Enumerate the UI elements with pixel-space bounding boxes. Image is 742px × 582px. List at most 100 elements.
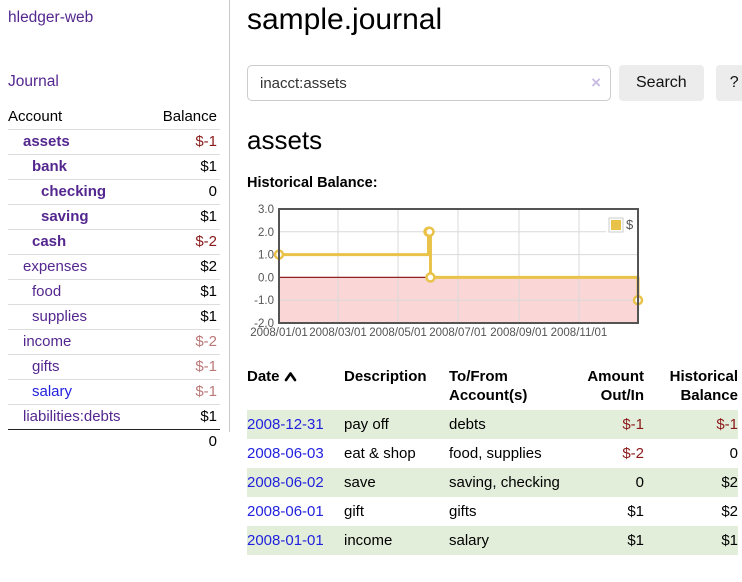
svg-text:2008/03/01: 2008/03/01 bbox=[309, 327, 367, 339]
account-link[interactable]: checking bbox=[41, 183, 107, 200]
transaction-accounts: food, supplies bbox=[449, 445, 542, 462]
search-button[interactable]: Search bbox=[619, 65, 704, 101]
account-link[interactable]: expenses bbox=[23, 258, 88, 275]
transaction-description: save bbox=[344, 474, 376, 491]
svg-text:2008/09/01: 2008/09/01 bbox=[490, 327, 548, 339]
account-row: liabilities:debts $1 bbox=[8, 404, 220, 430]
account-link[interactable]: saving bbox=[41, 208, 89, 225]
tofrom-column-header: To/From Account(s) bbox=[449, 368, 528, 404]
main-content: sample.journal × Search ? assets Histori… bbox=[230, 0, 742, 555]
transaction-amount: $1 bbox=[627, 532, 644, 549]
search-input-wrap: × bbox=[247, 65, 611, 101]
account-balance: 0 bbox=[208, 183, 217, 200]
accounts-table: Account Balance assets $-1 bank $1 checking 0… bbox=[8, 105, 220, 454]
transaction-description: gift bbox=[344, 503, 365, 520]
search-input[interactable] bbox=[247, 65, 611, 101]
svg-text:2.0: 2.0 bbox=[258, 227, 274, 239]
account-row: gifts $-1 bbox=[8, 354, 220, 380]
transaction-row: 2008-06-02 save saving, checking 0 $2 bbox=[247, 468, 738, 497]
accounts-total-balance: 0 bbox=[208, 433, 217, 450]
account-balance: $1 bbox=[200, 283, 217, 300]
svg-text:1.0: 1.0 bbox=[258, 250, 274, 262]
transaction-amount: $1 bbox=[627, 503, 644, 520]
transaction-amount: 0 bbox=[635, 474, 644, 491]
account-heading: assets bbox=[247, 125, 323, 155]
transaction-balance: $2 bbox=[721, 474, 738, 491]
account-link[interactable]: salary bbox=[32, 383, 73, 400]
account-balance: $1 bbox=[200, 158, 217, 175]
transaction-date-link[interactable]: 2008-06-03 bbox=[247, 445, 324, 462]
account-link[interactable]: supplies bbox=[32, 308, 88, 325]
sidebar-item-journal[interactable]: Journal bbox=[8, 73, 59, 90]
clear-search-icon[interactable]: × bbox=[591, 73, 601, 92]
account-row: cash $-2 bbox=[8, 229, 220, 255]
account-balance: $-2 bbox=[195, 333, 217, 350]
register-rows: 2008-12-31 pay off debts $-1 $-1 2008-06-03 ea… bbox=[247, 410, 738, 555]
svg-text:2008/11/01: 2008/11/01 bbox=[551, 327, 608, 339]
transaction-date-link[interactable]: 2008-12-31 bbox=[247, 416, 324, 433]
svg-text:2008/05/01: 2008/05/01 bbox=[369, 327, 427, 339]
account-row: food $1 bbox=[8, 279, 220, 305]
transaction-amount: $-1 bbox=[622, 416, 644, 433]
account-link[interactable]: cash bbox=[32, 233, 67, 250]
account-column-header: Account bbox=[8, 108, 63, 125]
account-link[interactable]: liabilities:debts bbox=[23, 408, 121, 425]
account-link[interactable]: food bbox=[32, 283, 62, 300]
account-balance: $1 bbox=[200, 208, 217, 225]
transaction-row: 2008-12-31 pay off debts $-1 $-1 bbox=[247, 410, 738, 439]
account-link[interactable]: bank bbox=[32, 158, 68, 175]
account-balance: $-2 bbox=[195, 233, 217, 250]
account-row: bank $1 bbox=[8, 154, 220, 180]
amount-column-header: Amount Out/In bbox=[587, 368, 644, 404]
account-link[interactable]: assets bbox=[23, 133, 70, 150]
account-balance: $-1 bbox=[195, 383, 217, 400]
svg-text:2008/01/01: 2008/01/01 bbox=[250, 327, 308, 339]
description-column-header: Description bbox=[344, 368, 427, 385]
account-row: saving $1 bbox=[8, 204, 220, 230]
account-balance: $1 bbox=[200, 408, 217, 425]
sidebar-accounts-body: assets $-1 bank $1 checking 0 saving $1 cash $-2 e… bbox=[8, 129, 220, 430]
transaction-description: income bbox=[344, 532, 393, 549]
transaction-accounts: saving, checking bbox=[449, 474, 560, 491]
account-link[interactable]: income bbox=[23, 333, 72, 350]
balance-column-header-main: Historical Balance bbox=[669, 368, 738, 404]
date-column-header[interactable]: Date bbox=[247, 362, 344, 410]
app-layout: hledger-web Journal Account Balance asse… bbox=[0, 0, 742, 555]
account-row: income $-2 bbox=[8, 329, 220, 355]
transaction-row: 2008-06-03 eat & shop food, supplies $-2 0 bbox=[247, 439, 738, 468]
sort-ascending-icon bbox=[284, 368, 297, 387]
svg-text:2008/07/01: 2008/07/01 bbox=[429, 327, 487, 339]
account-row: assets $-1 bbox=[8, 129, 220, 155]
transaction-balance: $1 bbox=[721, 532, 738, 549]
account-row: supplies $1 bbox=[8, 304, 220, 330]
account-row: checking 0 bbox=[8, 179, 220, 205]
help-button[interactable]: ? bbox=[715, 65, 742, 101]
page-title: sample.journal bbox=[247, 3, 443, 36]
register-table: Date Description To/From Account(s) Amoun… bbox=[247, 362, 738, 555]
account-row: salary $-1 bbox=[8, 379, 220, 405]
transaction-accounts: salary bbox=[449, 532, 490, 549]
accounts-table-header: Account Balance bbox=[8, 105, 220, 130]
account-balance: $-1 bbox=[195, 133, 217, 150]
svg-text:0.0: 0.0 bbox=[258, 272, 274, 284]
register-header-row: Date Description To/From Account(s) Amoun… bbox=[247, 362, 738, 410]
transaction-accounts: debts bbox=[449, 416, 486, 433]
chart-title: Historical Balance: bbox=[247, 175, 378, 191]
sidebar: hledger-web Journal Account Balance asse… bbox=[0, 0, 230, 450]
transaction-balance: $-1 bbox=[716, 416, 738, 433]
account-link[interactable]: gifts bbox=[32, 358, 60, 375]
svg-text:-2.0: -2.0 bbox=[254, 318, 274, 330]
account-balance: $2 bbox=[200, 258, 217, 275]
transaction-balance: 0 bbox=[729, 445, 738, 462]
account-balance: $1 bbox=[200, 308, 217, 325]
transaction-row: 2008-01-01 income salary $1 $1 bbox=[247, 526, 738, 555]
balance-column-header: Balance bbox=[162, 108, 217, 125]
transaction-description: eat & shop bbox=[344, 445, 416, 462]
transaction-date-link[interactable]: 2008-01-01 bbox=[247, 532, 324, 549]
transaction-date-link[interactable]: 2008-06-01 bbox=[247, 503, 324, 520]
transaction-description: pay off bbox=[344, 416, 389, 433]
transaction-date-link[interactable]: 2008-06-02 bbox=[247, 474, 324, 491]
svg-text:-1.0: -1.0 bbox=[254, 295, 274, 307]
brand-link[interactable]: hledger-web bbox=[8, 9, 94, 26]
